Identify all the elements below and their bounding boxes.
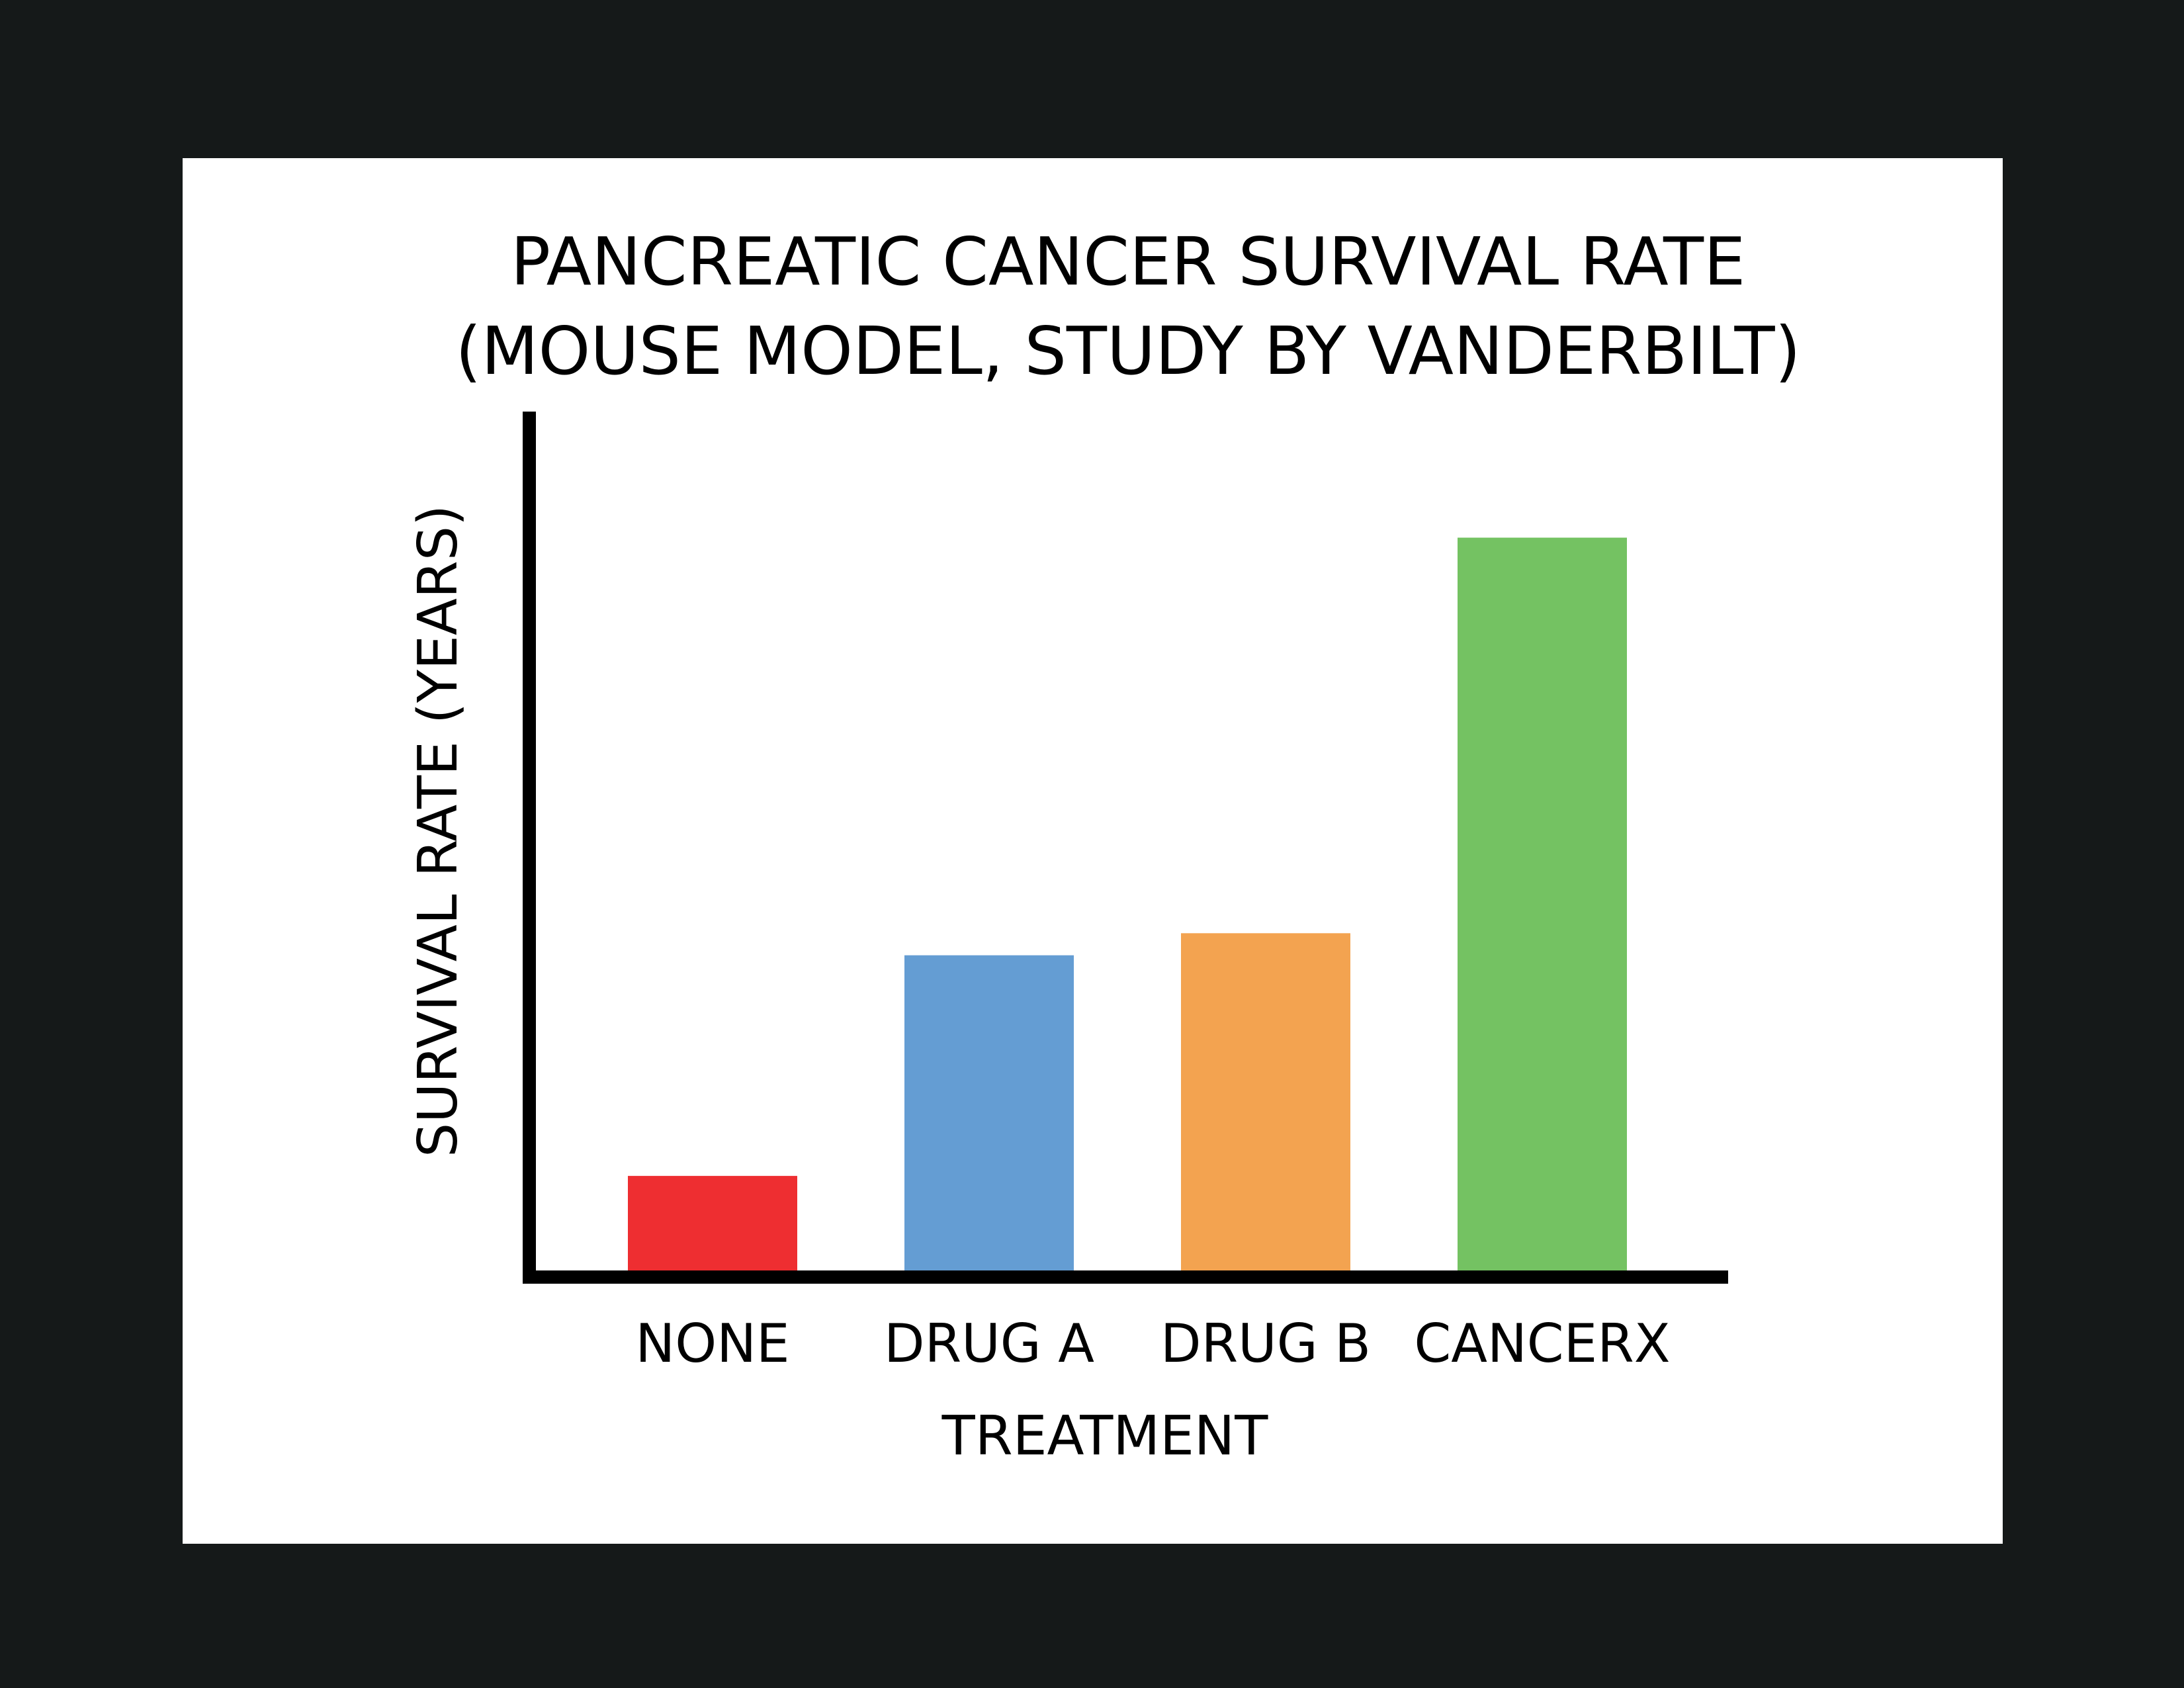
x-tick-label-drug-b: DRUG B xyxy=(1160,1313,1371,1374)
bars-group xyxy=(628,537,1627,1270)
chart-title: PANCREATIC CANCER SURVIVAL RATE xyxy=(511,223,1746,300)
chart-panel xyxy=(183,158,2003,1544)
x-tick-label-none: NONE xyxy=(635,1313,789,1374)
bar-cancerx xyxy=(1458,537,1627,1270)
bar-none xyxy=(628,1176,797,1270)
bar-drug-b xyxy=(1181,933,1350,1270)
x-tick-label-drug-a: DRUG A xyxy=(884,1313,1094,1374)
y-axis-title: SURVIVAL RATE (YEARS) xyxy=(407,505,470,1157)
bar-drug-a xyxy=(904,955,1074,1270)
x-tick-label-cancerx: CANCERX xyxy=(1414,1313,1670,1374)
x-axis-title: TREATMENT xyxy=(941,1405,1269,1468)
x-tick-labels: NONE DRUG A DRUG B CANCERX xyxy=(635,1313,1670,1374)
chart-subtitle: (MOUSE MODEL, STUDY BY VANDERBILT) xyxy=(455,312,1800,390)
